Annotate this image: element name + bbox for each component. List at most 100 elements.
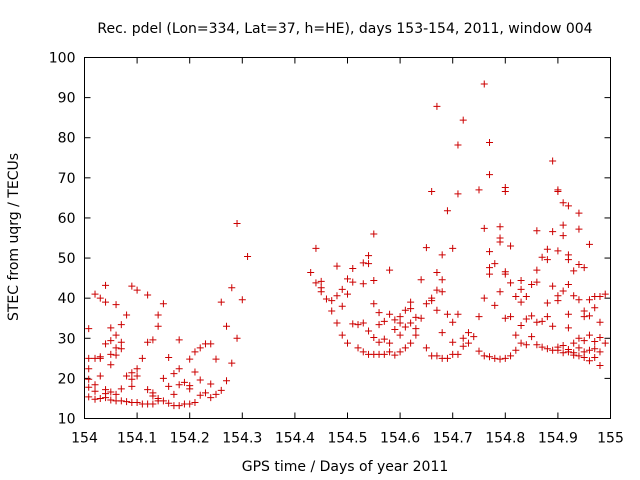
data-point-marker [417,276,425,284]
data-point-marker [580,307,588,315]
data-point-marker [480,80,488,88]
data-point-marker [454,310,462,318]
x-tick-label: 154 [71,431,98,447]
data-point-marker [585,312,593,320]
data-point-marker [370,277,378,285]
data-point-marker [543,299,551,307]
data-point-marker [501,314,509,322]
axis-ticks [84,57,611,419]
data-point-marker [112,344,120,352]
data-point-marker [312,244,320,252]
data-point-marker [349,264,357,272]
data-point-marker [359,319,367,327]
data-point-marker [443,310,451,318]
data-point-marker [175,336,183,344]
data-point-marker [233,220,241,228]
data-point-marker [522,315,530,323]
data-point-marker [107,350,115,358]
data-point-marker [391,316,399,324]
data-point-marker [233,334,241,342]
data-point-marker [128,282,136,290]
data-point-marker [159,300,167,308]
data-point-marker [133,372,141,380]
data-point-marker [464,329,472,337]
data-point-marker [428,187,436,195]
data-point-marker [196,391,204,399]
data-point-marker [338,285,346,293]
data-point-marker [517,277,525,285]
data-point-marker [186,400,194,408]
data-point-marker [601,290,609,298]
data-point-marker [591,337,599,345]
data-point-marker [407,339,415,347]
data-point-marker [328,297,336,305]
data-point-marker [365,327,373,335]
data-point-marker [228,284,236,292]
data-point-marker [522,293,530,301]
data-point-marker [501,183,509,191]
data-point-marker [149,336,157,344]
data-point-marker [407,305,415,313]
data-point-marker [91,387,99,395]
data-point-marker [107,388,115,396]
y-tick-label: 10 [58,412,76,428]
data-point-marker [486,171,494,179]
data-point-marker [359,348,367,356]
data-point-marker [112,301,120,309]
data-point-marker [85,393,93,401]
data-point-marker [433,352,441,360]
data-point-marker [580,348,588,356]
data-point-marker [507,352,515,360]
data-point-marker [564,281,572,289]
data-point-marker [85,354,93,362]
data-point-marker [207,340,215,348]
data-point-marker [96,294,104,302]
data-point-marker [191,398,199,406]
y-tick-label: 60 [58,211,76,227]
data-point-marker [585,296,593,304]
y-tick-label: 50 [58,251,76,267]
data-point-marker [543,245,551,253]
data-point-marker [454,350,462,358]
data-point-marker [543,345,551,353]
data-point-marker [333,292,341,300]
data-point-marker [191,348,199,356]
data-point-marker [575,296,583,304]
data-point-marker [512,293,520,301]
data-point-marker [575,344,583,352]
data-point-marker [585,346,593,354]
data-point-marker [112,331,120,339]
data-point-marker [154,311,162,319]
data-point-marker [438,288,446,296]
data-point-marker [528,312,536,320]
x-tick-label: 155 [597,431,624,447]
data-point-marker [191,368,199,376]
data-point-marker [170,390,178,398]
data-point-marker [443,354,451,362]
data-point-marker [154,394,162,402]
data-point-marker [370,333,378,341]
data-point-marker [559,232,567,240]
data-point-marker [543,256,551,264]
data-point-marker [475,186,483,194]
data-point-marker [564,202,572,210]
data-point-marker [591,304,599,312]
data-point-marker [165,382,173,390]
data-point-marker [159,397,167,405]
data-point-marker [549,157,557,165]
data-point-marker [238,296,246,304]
data-point-marker [223,322,231,330]
data-point-marker [422,344,430,352]
data-point-marker [223,377,231,385]
data-point-marker [496,288,504,296]
data-point-marker [128,382,136,390]
data-point-marker [549,228,557,236]
data-point-marker [549,282,557,290]
x-tick-label: 154.7 [433,431,473,447]
data-point-marker [186,382,194,390]
data-point-marker [107,396,115,404]
data-point-marker [359,259,367,267]
data-point-marker [454,190,462,198]
data-point-marker [133,398,141,406]
data-point-marker [307,268,315,276]
